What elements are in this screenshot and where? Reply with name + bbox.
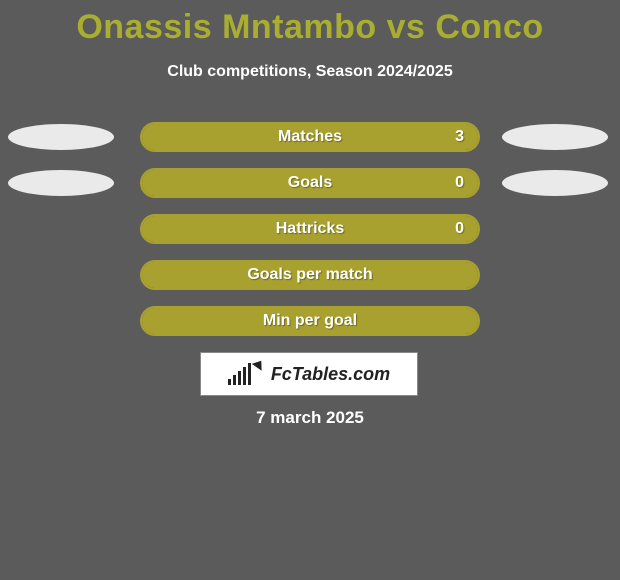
stat-label: Matches — [142, 128, 478, 146]
stat-value: 3 — [455, 128, 464, 146]
player-left-avatar — [8, 124, 114, 150]
stat-value: 0 — [455, 220, 464, 238]
stat-label: Hattricks — [142, 220, 478, 238]
stat-bar: Matches3 — [140, 122, 480, 152]
stat-label: Min per goal — [142, 312, 478, 330]
logo-bars-icon — [228, 363, 251, 385]
stat-bar: Min per goal — [140, 306, 480, 336]
stat-row: Hattricks0 — [0, 214, 620, 244]
player-right-avatar — [502, 170, 608, 196]
stat-rows: Matches3Goals0Hattricks0Goals per matchM… — [0, 122, 620, 352]
title: Onassis Mntambo vs Conco — [0, 0, 620, 47]
stat-row: Min per goal — [0, 306, 620, 336]
stat-row: Matches3 — [0, 122, 620, 152]
subtitle: Club competitions, Season 2024/2025 — [0, 63, 620, 81]
logo-text: FcTables.com — [271, 364, 390, 385]
stat-bar: Goals per match — [140, 260, 480, 290]
stat-label: Goals — [142, 174, 478, 192]
player-left-avatar — [8, 170, 114, 196]
logo-arrow-icon — [252, 357, 266, 370]
fctables-logo: FcTables.com — [200, 352, 418, 396]
stat-value: 0 — [455, 174, 464, 192]
comparison-infographic: Onassis Mntambo vs Conco Club competitio… — [0, 0, 620, 580]
stat-row: Goals per match — [0, 260, 620, 290]
stat-label: Goals per match — [142, 266, 478, 284]
date-label: 7 march 2025 — [0, 408, 620, 428]
stat-bar: Hattricks0 — [140, 214, 480, 244]
stat-row: Goals0 — [0, 168, 620, 198]
stat-bar: Goals0 — [140, 168, 480, 198]
player-right-avatar — [502, 124, 608, 150]
